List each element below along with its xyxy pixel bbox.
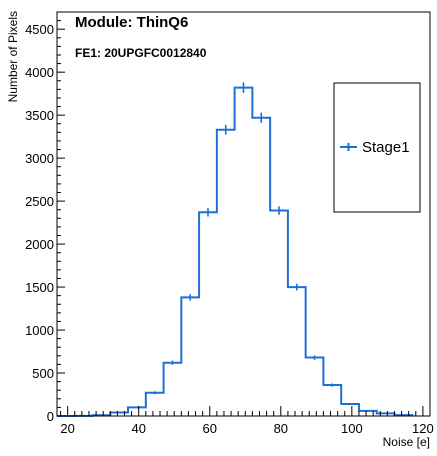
legend: Stage1 bbox=[333, 82, 421, 213]
y-tick-label: 3000 bbox=[25, 151, 54, 166]
y-tick-label: 500 bbox=[32, 366, 54, 381]
chart-subtitle: FE1: 20UPGFC0012840 bbox=[75, 46, 207, 60]
x-tick-label: 20 bbox=[60, 421, 74, 436]
chart-title: Module: ThinQ6 bbox=[75, 14, 188, 31]
x-axis-title: Noise [e] bbox=[383, 435, 430, 449]
y-tick-label: 1000 bbox=[25, 323, 54, 338]
y-axis-title: Number of Pixels bbox=[6, 11, 20, 102]
y-tick-label: 3500 bbox=[25, 108, 54, 123]
plot-frame bbox=[56, 11, 431, 417]
axes: 0 500 1000 1500 2000 2500 3000 3500 4000 4500 20 40… bbox=[25, 11, 434, 436]
histogram-outline bbox=[57, 86, 414, 417]
x-tick-label: 60 bbox=[203, 421, 217, 436]
x-tick-label: 80 bbox=[274, 421, 288, 436]
plot-area bbox=[57, 82, 414, 417]
x-tick-label: 40 bbox=[131, 421, 145, 436]
y-tick-label: 0 bbox=[47, 409, 54, 424]
y-tick-label: 1500 bbox=[25, 280, 54, 295]
x-tick-label: 100 bbox=[341, 421, 363, 436]
y-tick-label: 2000 bbox=[25, 237, 54, 252]
y-tick-label: 4500 bbox=[25, 22, 54, 37]
legend-entry-stage1: Stage1 bbox=[362, 139, 410, 156]
x-tick-label: 120 bbox=[412, 421, 434, 436]
y-tick-label: 4000 bbox=[25, 65, 54, 80]
y-tick-label: 2500 bbox=[25, 194, 54, 209]
